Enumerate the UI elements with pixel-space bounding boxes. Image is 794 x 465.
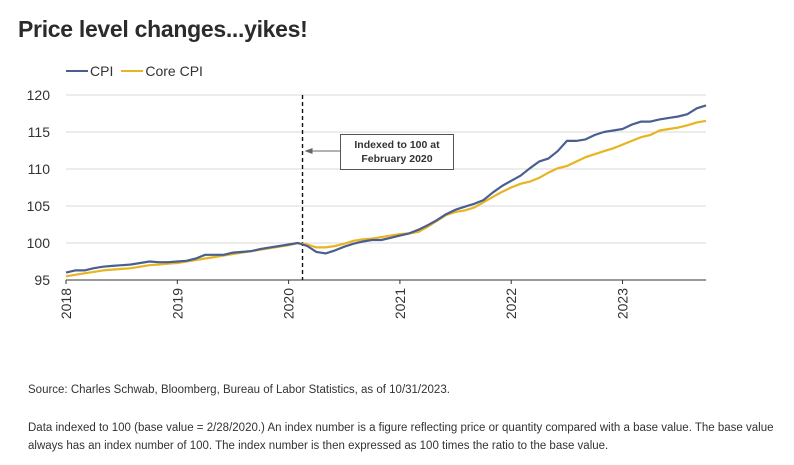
y-tick-label: 95 — [34, 272, 50, 288]
legend-item-cpi: CPI — [66, 63, 113, 79]
source-note: Source: Charles Schwab, Bloomberg, Burea… — [28, 384, 450, 396]
chart-title: Price level changes...yikes! — [18, 16, 308, 42]
footnote: Data indexed to 100 (base value = 2/28/2… — [28, 422, 774, 452]
legend-swatch-core-cpi — [121, 70, 144, 72]
x-tick-label: 2021 — [392, 288, 408, 319]
x-tick-label: 2019 — [169, 288, 185, 319]
y-tick-label: 110 — [28, 161, 51, 177]
y-tick-label: 120 — [27, 87, 51, 103]
line-chart: 95 100 105 110 115 120 2018 2019 2020 2021 2022 202… — [27, 87, 707, 319]
series-line-core-cpi — [65, 119, 707, 278]
x-tick-label: 2018 — [58, 288, 74, 319]
legend-swatch-cpi — [66, 70, 88, 72]
legend: CPI Core CPI — [66, 63, 211, 79]
annotation-box: Indexed to 100 at February 2020 — [340, 134, 454, 170]
y-tick-label: 115 — [28, 124, 51, 140]
legend-item-core-cpi: Core CPI — [121, 63, 203, 79]
annotation-arrow-head — [304, 148, 313, 154]
legend-label-cpi: CPI — [90, 63, 114, 79]
series-line-cpi — [65, 104, 707, 274]
legend-label-core-cpi: Core CPI — [145, 63, 203, 79]
annotation-line-1: Indexed to 100 at — [354, 139, 440, 151]
x-tick-label: 2020 — [281, 288, 297, 319]
y-tick-label: 105 — [27, 198, 51, 214]
annotation-line-2: February 2020 — [361, 153, 433, 165]
x-tick-label: 2023 — [615, 288, 631, 319]
x-tick-label: 2022 — [503, 288, 519, 319]
y-tick-label: 100 — [27, 235, 51, 251]
